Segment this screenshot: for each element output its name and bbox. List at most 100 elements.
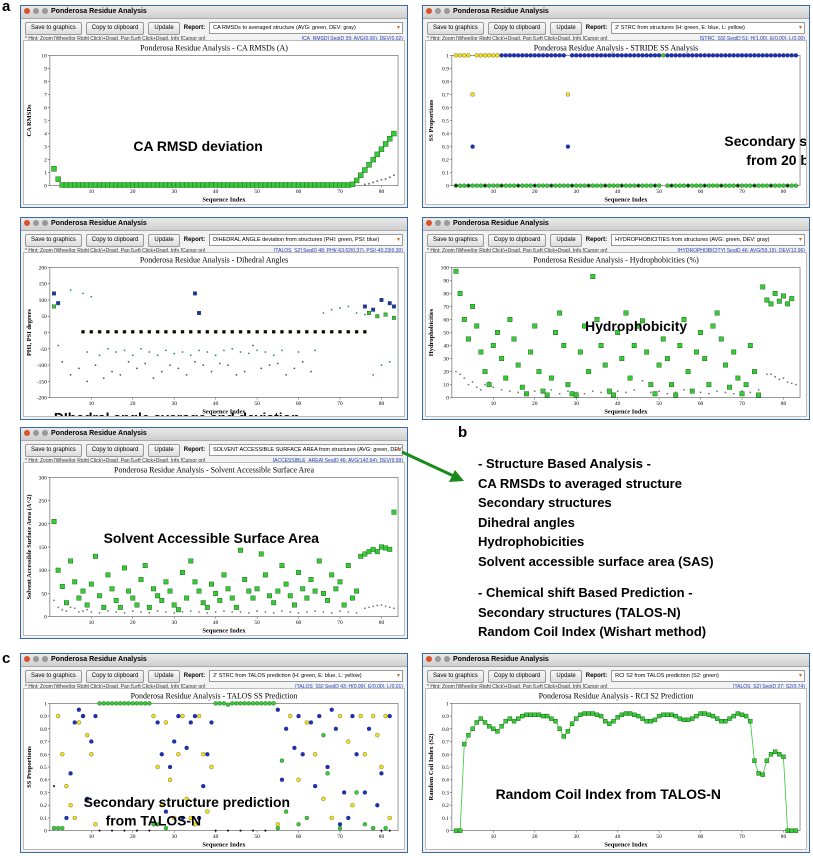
maximize-icon[interactable] [444,656,450,662]
x-tick-label: 20 [130,189,136,195]
plot-area[interactable]: Ponderosa Residue Analysis - STRIDE SS A… [425,40,807,205]
copy-to-clipboard-button[interactable]: Copy to clipboard [85,443,145,457]
minimize-icon[interactable] [435,656,441,662]
data-point-avg [648,382,654,388]
save-to-graphics-button[interactable]: Save to graphics [25,21,82,35]
data-point-E [632,53,637,58]
y-tick-label: 100 [39,568,47,574]
data-point-avg [731,349,737,355]
report-select[interactable]: 2' STRC from TALOS prediction (H: green,… [209,670,403,682]
plot-area[interactable]: Ponderosa Residue Analysis - Solvent Acc… [23,462,405,636]
close-icon[interactable] [24,430,30,436]
save-to-graphics-button[interactable]: Save to graphics [25,669,82,683]
minimize-icon[interactable] [33,8,39,14]
update-button[interactable]: Update [148,233,180,247]
report-select[interactable]: HYDROPHOBICITIES from structures (AVG: g… [611,234,805,246]
copy-to-clipboard-button[interactable]: Copy to clipboard [85,233,145,247]
data-point-s2 [474,720,479,725]
minimize-icon[interactable] [33,656,39,662]
close-icon[interactable] [24,656,30,662]
update-button[interactable]: Update [148,443,180,457]
data-point-E [785,53,790,58]
close-icon[interactable] [426,220,432,226]
maximize-icon[interactable] [444,220,450,226]
minimize-icon[interactable] [33,220,39,226]
report-select[interactable]: CA RMSDs to averaged structure (AVG: gre… [209,22,403,34]
data-point-E [627,53,633,58]
y-tick-label: 0.7 [442,740,449,746]
data-point-avg [615,330,621,335]
data-point-zero [227,829,230,832]
x-tick-label: 40 [213,834,219,840]
data-point-avg [238,547,243,553]
hint-row: * Hint: Zoom [Wheel(or Right Click)+Drag… [423,35,809,43]
close-icon[interactable] [24,8,30,14]
chevron-down-icon: ▾ [798,237,802,243]
update-button[interactable]: Update [148,21,180,35]
data-point-E [714,53,720,58]
save-to-graphics-button[interactable]: Save to graphics [25,233,82,247]
y-tick-label: 5 [44,119,47,125]
copy-to-clipboard-button[interactable]: Copy to clipboard [487,21,547,35]
update-button[interactable]: Update [550,21,582,35]
maximize-icon[interactable] [444,8,450,14]
close-icon[interactable] [24,220,30,226]
data-point-avg [623,310,629,316]
maximize-icon[interactable] [42,8,48,14]
report-label: Report: [183,237,206,243]
data-point-avg [164,330,168,334]
update-button[interactable]: Update [148,669,180,683]
plot-area[interactable]: Ponderosa Residue Analysis - Dihedral An… [23,252,405,417]
data-point-avg [97,330,102,334]
data-point-avg [776,298,782,304]
x-tick-label: 50 [254,620,260,626]
x-tick-label: 10 [89,401,95,407]
minimize-icon[interactable] [435,8,441,14]
x-tick-label: 20 [532,189,538,195]
data-point-E [317,713,322,719]
data-point-dev [479,388,482,391]
save-to-graphics-button[interactable]: Save to graphics [427,21,484,35]
report-select[interactable]: DIHEDRAL ANGLE deviation from structures… [209,234,403,246]
copy-to-clipboard-button[interactable]: Copy to clipboard [487,233,547,247]
y-tick-label: 1 [446,53,449,59]
save-to-graphics-button[interactable]: Save to graphics [25,443,82,457]
maximize-icon[interactable] [42,430,48,436]
close-icon[interactable] [426,8,432,14]
minimize-icon[interactable] [33,430,39,436]
report-select[interactable]: SOLVENT ACCESSIBLE SURFACE AREA from str… [209,444,403,456]
data-point-E [607,53,612,58]
plot-area[interactable]: Ponderosa Residue Analysis - RCI S2 Pred… [425,688,807,850]
plot-title: Ponderosa Residue Analysis - TALOS SS Pr… [131,691,298,700]
data-point-zero [769,184,773,187]
data-point-avg [238,330,243,334]
data-point-dev [198,611,200,613]
minimize-icon[interactable] [435,220,441,226]
copy-to-clipboard-button[interactable]: Copy to clipboard [85,21,145,35]
update-button[interactable]: Update [550,669,582,683]
data-point-E [615,53,620,58]
report-select[interactable]: 2' STRC from structures (H: green, E: bl… [611,22,805,34]
data-point-phi [264,351,267,353]
save-to-graphics-button[interactable]: Save to graphics [427,669,484,683]
summary-line: - Structure Based Analysis - [478,456,651,471]
save-to-graphics-button[interactable]: Save to graphics [427,233,484,247]
report-select[interactable]: RCI S2 from TALOS prediction (S2: green)… [611,670,805,682]
data-point-H [656,183,662,188]
plot-area[interactable]: Ponderosa Residue Analysis - Hydrophobic… [425,252,807,417]
maximize-icon[interactable] [42,656,48,662]
plot-area[interactable]: Ponderosa Residue Analysis - CA RMSDs (A… [23,40,405,205]
data-point-dev [691,390,694,393]
x-tick-label: 80 [379,834,385,840]
data-point-phi [115,351,118,353]
data-point-avg [466,336,471,342]
data-point-dev [156,610,159,612]
report-label: Report: [585,673,608,679]
close-icon[interactable] [426,656,432,662]
data-point-avg [644,349,650,355]
copy-to-clipboard-button[interactable]: Copy to clipboard [85,669,145,683]
copy-to-clipboard-button[interactable]: Copy to clipboard [487,669,547,683]
maximize-icon[interactable] [42,220,48,226]
update-button[interactable]: Update [550,233,582,247]
plot-area[interactable]: Ponderosa Residue Analysis - TALOS SS Pr… [23,688,405,850]
